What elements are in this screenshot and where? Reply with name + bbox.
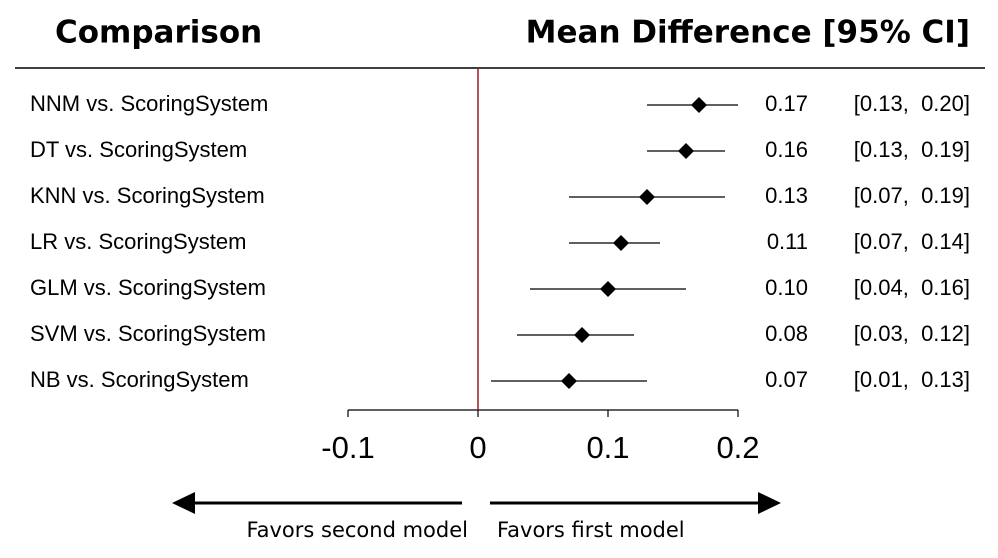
value-label: 0.11 (767, 229, 808, 254)
x-tick-label: -0.1 (321, 430, 374, 465)
value-label: 0.13 (765, 183, 808, 208)
ci-label: [0.13, 0.20] (854, 91, 970, 116)
ci-label: [0.01, 0.13] (854, 367, 970, 392)
value-label: 0.08 (765, 321, 808, 346)
x-tick-label: 0.1 (586, 430, 629, 465)
x-tick-label: 0 (469, 430, 486, 465)
ci-label: [0.07, 0.19] (854, 183, 970, 208)
right-arrow-head (758, 492, 781, 514)
ci-label: [0.13, 0.19] (854, 137, 970, 162)
ci-label: [0.04, 0.16] (854, 275, 970, 300)
value-label: 0.16 (765, 137, 808, 162)
point-estimate (574, 327, 590, 343)
left-arrow-label: Favors second model (246, 518, 468, 542)
point-estimate (639, 189, 655, 205)
row-label: NNM vs. ScoringSystem (30, 91, 268, 116)
left-arrow-head (172, 492, 195, 514)
value-label: 0.17 (765, 91, 808, 116)
point-estimate (561, 373, 577, 389)
x-tick-label: 0.2 (716, 430, 759, 465)
point-estimate (678, 143, 694, 159)
point-estimate (600, 281, 616, 297)
row-label: SVM vs. ScoringSystem (30, 321, 266, 346)
header-left: Comparison (55, 15, 262, 51)
ci-label: [0.07, 0.14] (854, 229, 970, 254)
row-label: NB vs. ScoringSystem (30, 367, 249, 392)
point-estimate (691, 97, 707, 113)
row-label: DT vs. ScoringSystem (30, 137, 247, 162)
row-label: GLM vs. ScoringSystem (30, 275, 266, 300)
ci-label: [0.03, 0.12] (854, 321, 970, 346)
value-label: 0.07 (765, 367, 808, 392)
row-label: KNN vs. ScoringSystem (30, 183, 265, 208)
value-label: 0.10 (765, 275, 808, 300)
header-right: Mean Difference [95% CI] (526, 15, 970, 51)
right-arrow-label: Favors first model (497, 518, 685, 542)
point-estimate (613, 235, 629, 251)
row-label: LR vs. ScoringSystem (30, 229, 246, 254)
